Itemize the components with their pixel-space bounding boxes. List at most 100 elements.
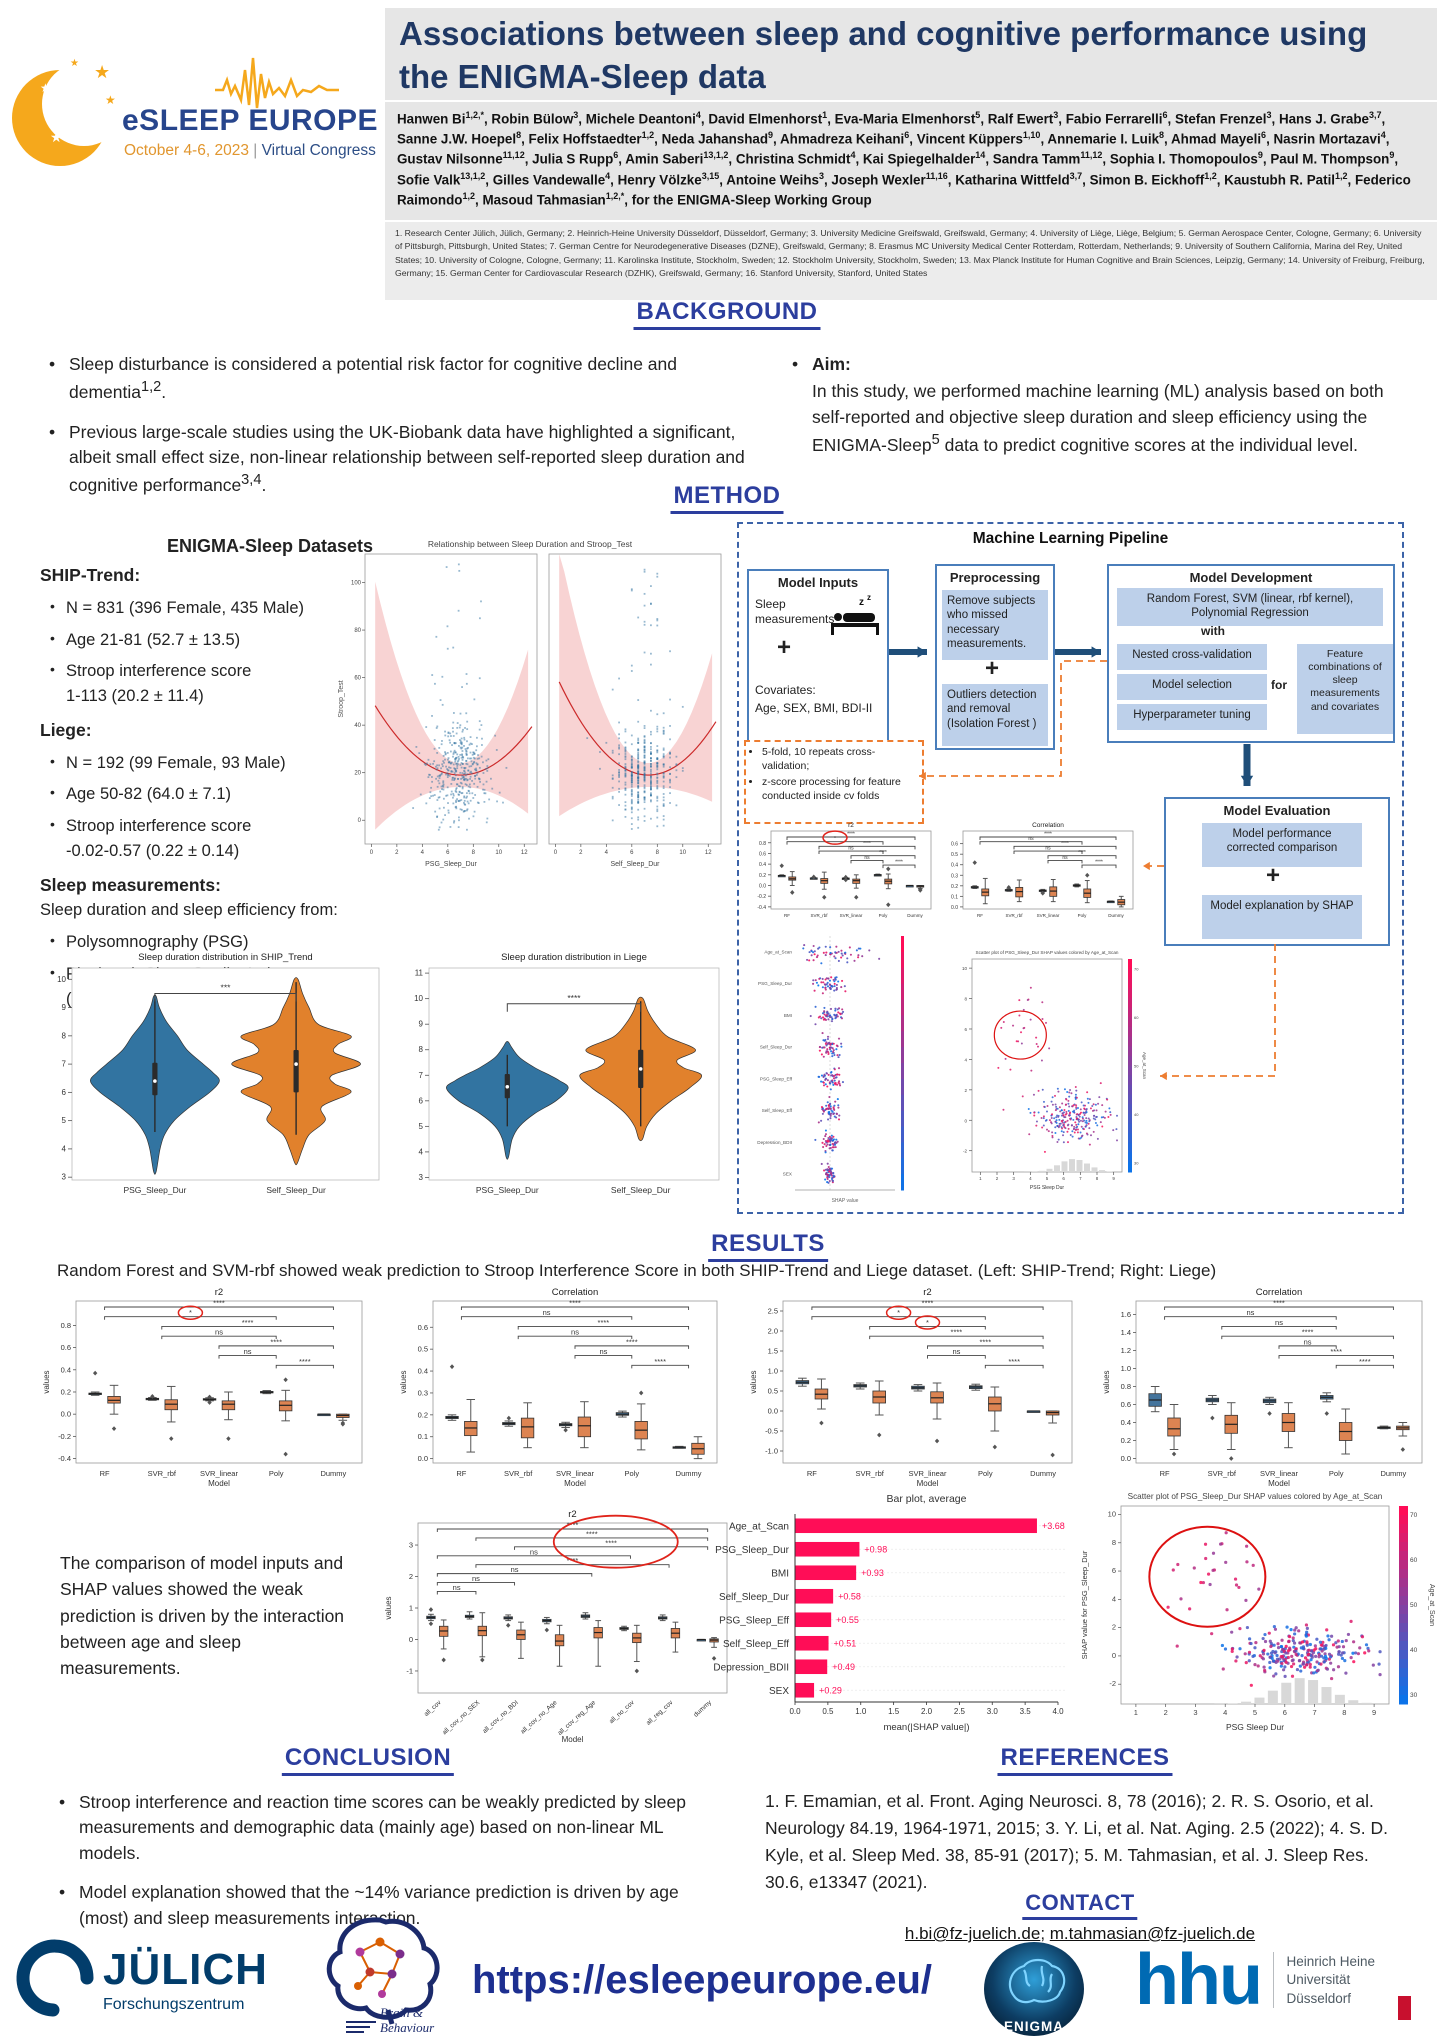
svg-text:0.4: 0.4 xyxy=(418,1367,428,1376)
ship-label: SHIP-Trend: xyxy=(40,565,141,585)
svg-text:3: 3 xyxy=(1012,1176,1015,1181)
mini-beeswarm: Age_at_Scan PSG_Sleep_Dur BMI Self_Sleep_Du… xyxy=(747,926,909,1206)
results-heading: RESULTS xyxy=(708,1230,828,1262)
background-bullets: Sleep disturbance is considered a potent… xyxy=(45,352,775,513)
congress-name: Virtual Congress xyxy=(261,142,376,159)
boxplot-r2-liege: -1.0 -0.5 0.0 0.5 1.0 1.5 2.0 2.5 r2 values RF SVR_… xyxy=(745,1283,1080,1495)
sleep-intro: Sleep duration and sleep efficiency from… xyxy=(40,901,338,920)
svg-text:10: 10 xyxy=(57,975,66,984)
svg-text:PSG_Sleep_Eff: PSG_Sleep_Eff xyxy=(719,1615,789,1626)
sleep-measurements-text: Sleep measurements xyxy=(755,597,835,626)
svg-text:Self_Sleep_Dur: Self_Sleep_Dur xyxy=(611,1185,671,1195)
bed-icon: z z xyxy=(829,593,883,641)
svg-text:****: **** xyxy=(863,841,871,847)
esleep-moon-icon: ★ ★ ★ ★ ★ xyxy=(10,52,126,180)
svg-text:****: **** xyxy=(567,993,581,1003)
svg-text:50: 50 xyxy=(1134,1064,1139,1069)
svg-text:****: **** xyxy=(1078,850,1086,856)
svg-text:RF: RF xyxy=(807,1469,817,1478)
pipeline-title: Machine Learning Pipeline xyxy=(972,530,1169,547)
dev-item-hyperparameter: Hyperparameter tuning xyxy=(1117,704,1267,730)
svg-text:4: 4 xyxy=(419,1147,424,1156)
model-development-box: Model Development Random Forest, SVM (li… xyxy=(1107,564,1395,743)
svg-text:2: 2 xyxy=(395,850,399,856)
svg-text:PSG Sleep Dur: PSG Sleep Dur xyxy=(1226,1722,1284,1732)
shap-note: The comparison of model inputs and SHAP … xyxy=(60,1553,345,1678)
juelich-mark-icon xyxy=(16,1939,94,2017)
hhu-wordmark: hhu xyxy=(1135,1940,1263,2020)
svg-text:all_cov_no_BDI: all_cov_no_BDI xyxy=(481,1699,520,1735)
cv-note-callout: 5-fold, 10 repeats cross-validation;z-sc… xyxy=(744,740,924,824)
svg-text:BMI: BMI xyxy=(784,1013,792,1018)
svg-text:50: 50 xyxy=(1410,1602,1418,1609)
brand-wordmark: eSLEEP EUROPE xyxy=(122,104,379,137)
svg-text:40: 40 xyxy=(1410,1647,1418,1654)
svg-text:7: 7 xyxy=(1312,1708,1316,1717)
results-summary: Random Forest and SVM-rbf showed weak pr… xyxy=(57,1261,1217,1280)
svg-text:Dummy: Dummy xyxy=(1380,1469,1406,1478)
liege-label: Liege: xyxy=(40,719,92,740)
congress-url[interactable]: https://esleepeurope.eu/ xyxy=(471,1958,933,2002)
svg-text:1: 1 xyxy=(979,1176,982,1181)
svg-text:6: 6 xyxy=(419,1096,424,1105)
congress-dateline: October 4-6, 2023 | Virtual Congress xyxy=(124,142,376,160)
svg-text:5: 5 xyxy=(62,1116,67,1125)
svg-text:4: 4 xyxy=(421,850,425,856)
svg-text:values: values xyxy=(749,1370,758,1393)
svg-text:SVR_linear: SVR_linear xyxy=(200,1469,238,1478)
svg-text:Scatter plot of PSG_Sleep_Dur: Scatter plot of PSG_Sleep_Dur SHAP value… xyxy=(976,950,1119,955)
svg-text:+0.29: +0.29 xyxy=(819,1685,842,1695)
svg-text:*: * xyxy=(897,1308,900,1317)
boxplot-correlation-liege: 0.0 0.2 0.4 0.6 0.8 1.0 1.2 1.4 1.6 Correlation va… xyxy=(1098,1283,1430,1495)
svg-text:PSG_Sleep_Dur: PSG_Sleep_Dur xyxy=(123,1185,186,1195)
svg-text:1.2: 1.2 xyxy=(1121,1346,1131,1355)
svg-text:Poly: Poly xyxy=(879,913,889,918)
svg-text:****: **** xyxy=(895,860,903,866)
svg-text:9: 9 xyxy=(419,1020,424,1029)
svg-text:ns: ns xyxy=(952,1347,960,1356)
svg-text:****: **** xyxy=(586,1529,598,1538)
svg-text:Dummy: Dummy xyxy=(676,1469,702,1478)
svg-text:****: **** xyxy=(879,850,887,856)
svg-text:*: * xyxy=(926,1318,929,1327)
svg-text:4.0: 4.0 xyxy=(1052,1707,1064,1716)
svg-text:7: 7 xyxy=(62,1060,67,1069)
model-inputs-box: Model Inputs Sleep measurements z z + Co… xyxy=(747,569,889,745)
svg-text:RF: RF xyxy=(456,1469,466,1478)
dateline-separator: | xyxy=(253,142,258,159)
svg-text:0.0: 0.0 xyxy=(61,1410,71,1419)
svg-text:2: 2 xyxy=(409,1572,413,1581)
svg-text:4: 4 xyxy=(605,850,609,856)
svg-text:0.3: 0.3 xyxy=(418,1388,428,1397)
svg-text:0.8: 0.8 xyxy=(61,1321,71,1330)
svg-text:values: values xyxy=(399,1370,408,1393)
svg-text:RF: RF xyxy=(784,913,790,918)
svg-text:ns: ns xyxy=(848,846,854,852)
enigma-logo: ENIGMA xyxy=(984,1942,1084,2036)
svg-text:Model: Model xyxy=(917,1479,939,1488)
boxplot-r2-ship: -0.4 -0.2 0.0 0.2 0.4 0.6 0.8 r2 values RF SVR_rbf… xyxy=(38,1283,370,1495)
email-link-2[interactable]: m.tahmasian@fz-juelich.de xyxy=(1049,1924,1256,1943)
svg-text:ns: ns xyxy=(1304,1337,1312,1346)
svg-text:Depression_BDII: Depression_BDII xyxy=(713,1662,789,1673)
svg-text:-0.2: -0.2 xyxy=(757,894,766,900)
svg-text:Poly: Poly xyxy=(625,1469,640,1478)
inputs-plus: + xyxy=(777,634,792,661)
svg-text:Self_Sleep_Eff: Self_Sleep_Eff xyxy=(762,1108,793,1113)
svg-text:0.0: 0.0 xyxy=(768,1407,778,1416)
svg-text:Bar plot, average: Bar plot, average xyxy=(887,1493,967,1505)
dev-for-label: for xyxy=(1271,678,1287,692)
preprocessing-title: Preprocessing xyxy=(949,570,1041,585)
svg-text:Age_at_Scan: Age_at_Scan xyxy=(764,949,792,954)
model-evaluation-title: Model Evaluation xyxy=(1223,803,1331,818)
svg-text:Model: Model xyxy=(564,1479,586,1488)
svg-text:0.5: 0.5 xyxy=(418,1345,428,1354)
svg-text:SVR_linear: SVR_linear xyxy=(556,1469,594,1478)
svg-text:8: 8 xyxy=(62,1031,67,1040)
svg-text:****: **** xyxy=(1008,1357,1020,1366)
svg-text:8: 8 xyxy=(1342,1708,1346,1717)
svg-text:SVR_rbf: SVR_rbf xyxy=(856,1469,885,1478)
email-link-1[interactable]: h.bi@fz-juelich.de xyxy=(904,1924,1041,1943)
svg-text:all_cov_reg_Age: all_cov_reg_Age xyxy=(556,1699,597,1737)
svg-text:9: 9 xyxy=(1112,1176,1115,1181)
